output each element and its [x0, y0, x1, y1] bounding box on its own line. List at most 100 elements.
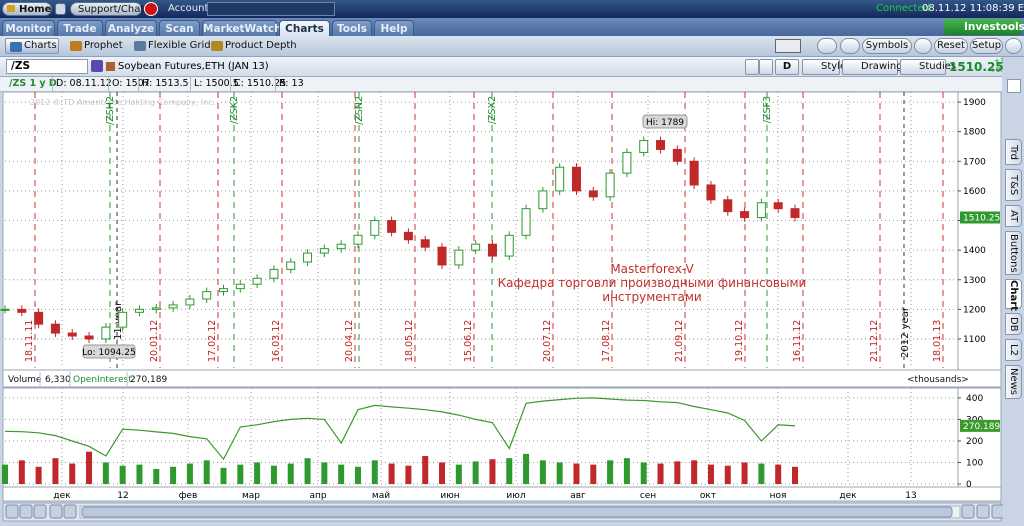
main-tab[interactable]: Charts — [279, 20, 330, 36]
month-label: фев — [179, 491, 198, 501]
alert-icon[interactable] — [144, 2, 158, 16]
candle-body — [219, 288, 229, 293]
icon-button[interactable] — [759, 59, 773, 75]
sidebar-tab[interactable]: AT — [1005, 205, 1022, 227]
candle-body — [353, 234, 363, 245]
sidebar-tab[interactable]: Chart — [1005, 279, 1022, 311]
oi-marker-label: 270.189 — [963, 422, 1000, 432]
support-button[interactable]: Support/Chat — [70, 2, 144, 16]
status: Connected — [876, 3, 930, 14]
icon-button[interactable] — [840, 38, 860, 54]
month-label: май — [372, 491, 390, 501]
sidebar-tab[interactable]: DB — [1005, 313, 1022, 335]
sub-tab[interactable]: Charts — [5, 38, 59, 54]
color-box[interactable] — [775, 39, 801, 53]
month-label: сен — [640, 491, 656, 501]
sub-tab[interactable]: Flexible Grid — [130, 38, 211, 54]
zoom-button — [33, 504, 47, 519]
price-panel — [2, 91, 1002, 371]
sidebar-tab[interactable]: News — [1005, 365, 1022, 399]
candle-body — [134, 308, 144, 313]
volume-bar — [758, 463, 765, 484]
main-tab[interactable]: MarketWatch — [202, 20, 282, 36]
volume-bar — [18, 460, 25, 484]
contract-label: /ZSF3 — [762, 96, 773, 123]
volume-bar — [674, 461, 681, 484]
main-tab[interactable]: Trade — [57, 20, 103, 36]
volume-bar — [607, 460, 614, 484]
y-tick-label: 1800 — [963, 128, 986, 138]
volume-bar — [691, 460, 698, 484]
sidebar-button[interactable] — [1007, 79, 1021, 93]
contract-label: /ZSH2 — [105, 96, 116, 125]
icon-button[interactable] — [817, 38, 837, 54]
candle-body — [319, 248, 329, 254]
month-label: ноя — [770, 491, 787, 501]
main-tab[interactable]: Tools — [332, 20, 372, 36]
main-tab[interactable]: Analyze — [105, 20, 157, 36]
studies-button[interactable]: Studies — [900, 59, 956, 75]
drawings-button[interactable]: Drawings — [842, 59, 908, 75]
month-label: июл — [506, 491, 525, 501]
symbol-menu[interactable] — [91, 60, 103, 72]
month-label: авг — [570, 491, 586, 501]
main-tab[interactable]: Monitor — [2, 20, 55, 36]
volume-tick-label: 0 — [966, 480, 972, 490]
sidebar-tab[interactable]: Trd — [1005, 139, 1022, 165]
expiry-label: 20.01.12 — [149, 320, 160, 362]
candle-body — [336, 243, 346, 250]
candle-body — [790, 208, 800, 218]
main-tab[interactable]: Help — [374, 20, 414, 36]
style-button[interactable]: Style — [802, 59, 846, 75]
volume-bar — [153, 468, 160, 484]
volume-bar — [472, 461, 479, 484]
icon-button[interactable] — [914, 38, 932, 54]
volume-bar — [623, 458, 630, 484]
candle-body — [34, 311, 44, 325]
volume-bar — [338, 464, 345, 484]
toolbar-button[interactable]: Symbols — [862, 38, 912, 54]
candle-body — [403, 231, 413, 241]
sidebar-tab[interactable]: T&S — [1005, 169, 1022, 201]
volume-bar — [287, 463, 294, 484]
icon-button[interactable] — [1005, 38, 1022, 54]
volume-bar — [422, 456, 429, 484]
contract-label: /ZSX2 — [487, 96, 498, 124]
candle-body — [706, 184, 716, 201]
investools-button[interactable]: Investools — [944, 19, 1024, 35]
sub-tab[interactable]: Product Depth — [207, 38, 297, 54]
icon-button[interactable] — [745, 59, 759, 75]
symbol-input[interactable]: /ZS — [6, 59, 88, 74]
toolbar-button[interactable]: Reset — [934, 38, 968, 54]
account-field[interactable] — [207, 2, 335, 16]
last-price: 1510.25 — [949, 60, 1004, 74]
y-tick-label: 1700 — [963, 157, 986, 167]
sidebar-tab[interactable]: Buttons — [1005, 231, 1022, 275]
forward-button[interactable] — [55, 3, 66, 15]
candle-body — [202, 291, 212, 300]
top-bar: Home Support/Chat Account Connected 08.11.12… — [0, 0, 1024, 18]
candle-body — [487, 243, 497, 257]
datetime: 08.11.12 11:08:39 EET — [922, 3, 1024, 14]
volume-tick-label: 100 — [966, 458, 983, 468]
volume-bar — [170, 466, 177, 484]
candle-body — [555, 166, 565, 192]
period-button[interactable]: D — [775, 59, 799, 75]
month-label: дек — [839, 491, 857, 501]
expiry-label: 20.04.12 — [344, 320, 355, 362]
main-tab[interactable]: Scan — [159, 20, 200, 36]
sidebar-tab[interactable]: L2 — [1005, 339, 1022, 361]
expiry-label: 21.12.12 — [869, 320, 880, 362]
sidebar: Trd T&S AT Buttons Chart DB L2 News — [1003, 57, 1024, 526]
expiry-label: 18.11.11 — [24, 320, 35, 362]
sub-tab[interactable]: Prophet — [66, 38, 123, 54]
candle-body — [420, 239, 430, 248]
scroll-button — [976, 504, 990, 519]
candle-body — [723, 199, 733, 213]
volume-bar — [439, 462, 446, 484]
volume-bar — [539, 460, 546, 484]
month-label: 13 — [905, 491, 916, 501]
toolbar-button[interactable]: Setup — [970, 38, 1003, 54]
volume-bar — [590, 464, 597, 484]
time-axis — [2, 486, 1002, 502]
